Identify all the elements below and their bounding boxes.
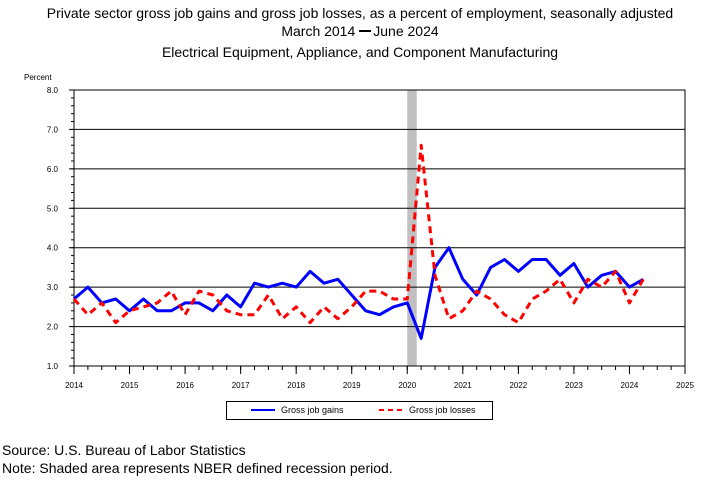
- x-tick-label: 2019: [343, 381, 361, 390]
- x-tick-label: 2025: [676, 381, 694, 390]
- plot-border: [73, 89, 686, 367]
- legend-item-gains: Gross job gains: [251, 405, 344, 415]
- legend-label-losses: Gross job losses: [409, 405, 476, 415]
- x-tick-label: 2022: [509, 381, 527, 390]
- x-tick-label: 2015: [121, 381, 139, 390]
- x-tick-label: 2023: [565, 381, 583, 390]
- legend-label-gains: Gross job gains: [281, 405, 344, 415]
- y-tick-label: 6.0: [47, 165, 59, 174]
- y-tick-label: 8.0: [47, 86, 59, 95]
- x-tick-label: 2016: [176, 381, 194, 390]
- x-tick-label: 2024: [621, 381, 639, 390]
- line-chart: 1.0 2.0 3.0 4.0 5.0 6.0 7.0 8.0 Percent 2014 2015 2…: [24, 73, 694, 390]
- x-tick-label: 2020: [398, 381, 416, 390]
- y-axis-label: Percent: [24, 73, 52, 82]
- legend-item-losses: Gross job losses: [379, 405, 476, 415]
- y-tick-label: 1.0: [47, 362, 59, 371]
- recession-shade: [407, 90, 417, 366]
- x-tick-label: 2021: [454, 381, 472, 390]
- recession-note: Note: Shaded area represents NBER define…: [2, 460, 393, 476]
- date-range-start: March 2014: [281, 23, 356, 39]
- x-tick-label: 2018: [287, 381, 305, 390]
- dash-glyph: [359, 29, 372, 32]
- legend-swatch-gains: [251, 409, 275, 411]
- y-tick-label: 4.0: [47, 244, 59, 253]
- series-line-losses: [72, 143, 645, 325]
- y-tick-label: 2.0: [47, 323, 59, 332]
- plot-area: 1.0 2.0 3.0 4.0 5.0 6.0 7.0 8.0 Percent 2014 2015 2…: [24, 73, 694, 390]
- series-line-gains: [73, 246, 645, 340]
- chart-title-line1: Private sector gross job gains and gross…: [46, 5, 674, 21]
- legend-swatch-losses: [379, 409, 403, 411]
- chart-legend: Gross job gains Gross job losses: [226, 401, 493, 420]
- chart-title-line2: March 2014 June 2024: [0, 22, 720, 40]
- source-note: Source: U.S. Bureau of Labor Statistics: [2, 442, 246, 458]
- y-tick-label: 3.0: [47, 283, 59, 292]
- y-tick-label: 7.0: [47, 125, 59, 134]
- x-tick-label: 2014: [65, 381, 83, 390]
- date-range-end: June 2024: [373, 23, 439, 39]
- x-tick-label: 2017: [232, 381, 250, 390]
- y-tick-label: 5.0: [47, 204, 59, 213]
- chart-subtitle: Electrical Equipment, Appliance, and Com…: [161, 44, 559, 60]
